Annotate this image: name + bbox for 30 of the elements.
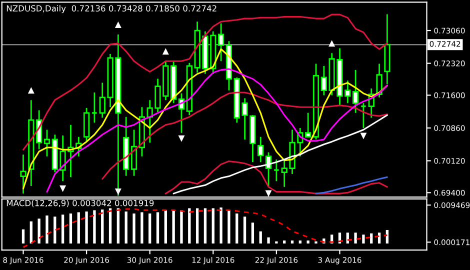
candlestick [258, 136, 264, 163]
point [60, 185, 66, 192]
point [178, 135, 185, 142]
candlestick [352, 69, 359, 114]
line-series [46, 68, 388, 193]
candlestick [305, 112, 312, 138]
line-series [22, 48, 388, 190]
chart-title: NZDUSD,Daily 0.72136 0.73428 0.71850 0.72742 [6, 5, 216, 14]
candlestick [130, 129, 138, 177]
point [265, 190, 272, 197]
point [28, 87, 34, 94]
candlestick [44, 129, 50, 158]
line-series [172, 114, 388, 194]
candlestick [83, 107, 90, 142]
line-series [164, 160, 388, 194]
line-series [102, 92, 388, 180]
point [360, 132, 367, 140]
chart-title: MACD(12,26,9) 0.003042 0.001919 [6, 200, 154, 208]
candlestick [20, 154, 26, 194]
point [114, 22, 122, 28]
point [162, 48, 169, 55]
point [328, 40, 336, 47]
point [114, 188, 122, 196]
line-series [22, 208, 388, 248]
candlestick [273, 158, 280, 182]
candlestick [376, 63, 382, 98]
line-series [315, 176, 388, 194]
candlestick [360, 102, 367, 129]
candlestick [91, 92, 98, 124]
candlestick [218, 22, 224, 62]
